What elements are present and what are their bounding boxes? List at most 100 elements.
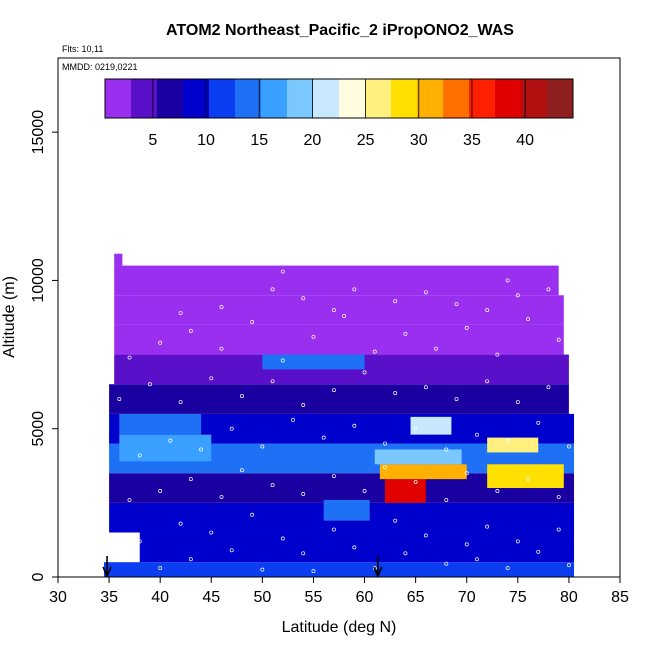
colorbar-tick-label: 15 xyxy=(250,132,268,149)
heatmap-band xyxy=(114,265,559,296)
colorbar-segment xyxy=(365,79,392,118)
sample-point xyxy=(383,465,387,470)
sample-point xyxy=(495,489,500,493)
sample-point xyxy=(301,551,306,556)
sample-point xyxy=(393,391,398,396)
heatmap-hotspot xyxy=(379,464,467,480)
colorbar-tick-label: 30 xyxy=(410,132,428,149)
sample-point xyxy=(331,388,336,393)
x-tick-label: 80 xyxy=(560,589,578,606)
heatmap-hotspot xyxy=(410,416,452,435)
sample-point xyxy=(485,379,490,384)
sample-point xyxy=(464,471,469,476)
arrow-head xyxy=(373,566,383,578)
sample-point xyxy=(372,349,377,354)
sample-point xyxy=(515,293,520,298)
x-tick-label: 45 xyxy=(202,589,220,606)
sample-point xyxy=(148,382,152,387)
sample-point xyxy=(505,278,510,283)
sample-point xyxy=(250,319,255,324)
sample-point xyxy=(556,337,561,342)
heatmap-band xyxy=(139,532,575,563)
sample-point xyxy=(515,539,520,544)
heatmap-band xyxy=(114,253,123,266)
sample-point xyxy=(239,468,244,473)
arrow-head xyxy=(102,566,112,578)
heatmap-hotspot xyxy=(384,479,426,503)
sample-point xyxy=(423,385,428,390)
sample-point xyxy=(474,432,479,437)
colorbar-segment xyxy=(183,79,210,118)
sample-point xyxy=(270,287,275,292)
sample-point xyxy=(260,444,265,449)
sample-point xyxy=(280,536,285,541)
sample-point xyxy=(434,346,439,351)
sample-point xyxy=(137,539,142,544)
sample-point xyxy=(383,441,387,446)
x-tick-label: 35 xyxy=(100,589,118,606)
sample-point xyxy=(199,447,204,452)
colorbar-segment xyxy=(261,79,288,118)
heatmap-hotspot xyxy=(262,354,365,370)
colorbar-tick-label: 5 xyxy=(148,132,157,149)
x-tick-label: 40 xyxy=(151,589,169,606)
sample-point xyxy=(250,512,255,517)
sample-point xyxy=(556,527,561,532)
sample-point xyxy=(188,477,193,482)
heatmap-band xyxy=(109,384,569,414)
sample-point xyxy=(239,394,244,399)
sample-point xyxy=(556,494,561,499)
y-axis-label: Altitude (m) xyxy=(1,276,18,358)
x-tick-label: 60 xyxy=(356,589,374,606)
sample-point xyxy=(413,480,418,485)
sample-point xyxy=(536,549,541,554)
sample-point xyxy=(291,417,295,422)
colorbar-segment xyxy=(105,79,132,118)
sample-point xyxy=(331,308,336,313)
sample-point xyxy=(301,296,306,301)
heatmap-hotspot xyxy=(487,464,564,489)
colorbar-segment xyxy=(235,79,262,118)
y-tick-label: 5000 xyxy=(30,411,47,447)
heatmap-hotspot xyxy=(323,499,370,521)
sample-point xyxy=(117,554,122,559)
sample-point xyxy=(311,334,316,339)
colorbar-segment xyxy=(287,79,314,118)
sample-point xyxy=(219,346,224,351)
sample-point xyxy=(423,290,428,295)
heatmap-hotspot xyxy=(119,413,202,435)
sample-point xyxy=(168,438,173,443)
colorbar-segment xyxy=(157,79,184,118)
sample-point xyxy=(403,331,408,336)
sample-point xyxy=(188,328,193,333)
sample-point xyxy=(423,533,428,538)
sample-point xyxy=(117,397,122,402)
sample-point xyxy=(178,400,183,404)
sample-point xyxy=(485,308,490,313)
x-axis-label: Latitude (deg N) xyxy=(282,619,397,636)
sample-point xyxy=(526,477,530,482)
y-axis: 0 5000 10000 15000 xyxy=(30,110,58,581)
sample-point xyxy=(270,483,275,488)
sample-point xyxy=(444,447,449,452)
sample-point xyxy=(495,352,500,357)
y-tick-label: 15000 xyxy=(30,110,47,155)
x-tick-label: 85 xyxy=(611,589,629,606)
sample-point xyxy=(229,548,234,553)
colorbar-segment xyxy=(547,79,574,118)
sample-point xyxy=(413,426,418,431)
sample-point xyxy=(566,444,571,449)
sample-point xyxy=(505,438,510,443)
sample-point xyxy=(444,561,449,566)
sample-point xyxy=(362,489,367,493)
sample-point xyxy=(137,453,142,458)
sample-point xyxy=(515,400,520,404)
sample-point xyxy=(219,305,224,310)
x-tick-label: 50 xyxy=(253,589,271,606)
sample-point xyxy=(158,340,163,345)
sample-point xyxy=(546,287,551,292)
sample-point xyxy=(127,355,132,360)
x-tick-label: 30 xyxy=(49,589,67,606)
sample-point xyxy=(188,557,193,562)
